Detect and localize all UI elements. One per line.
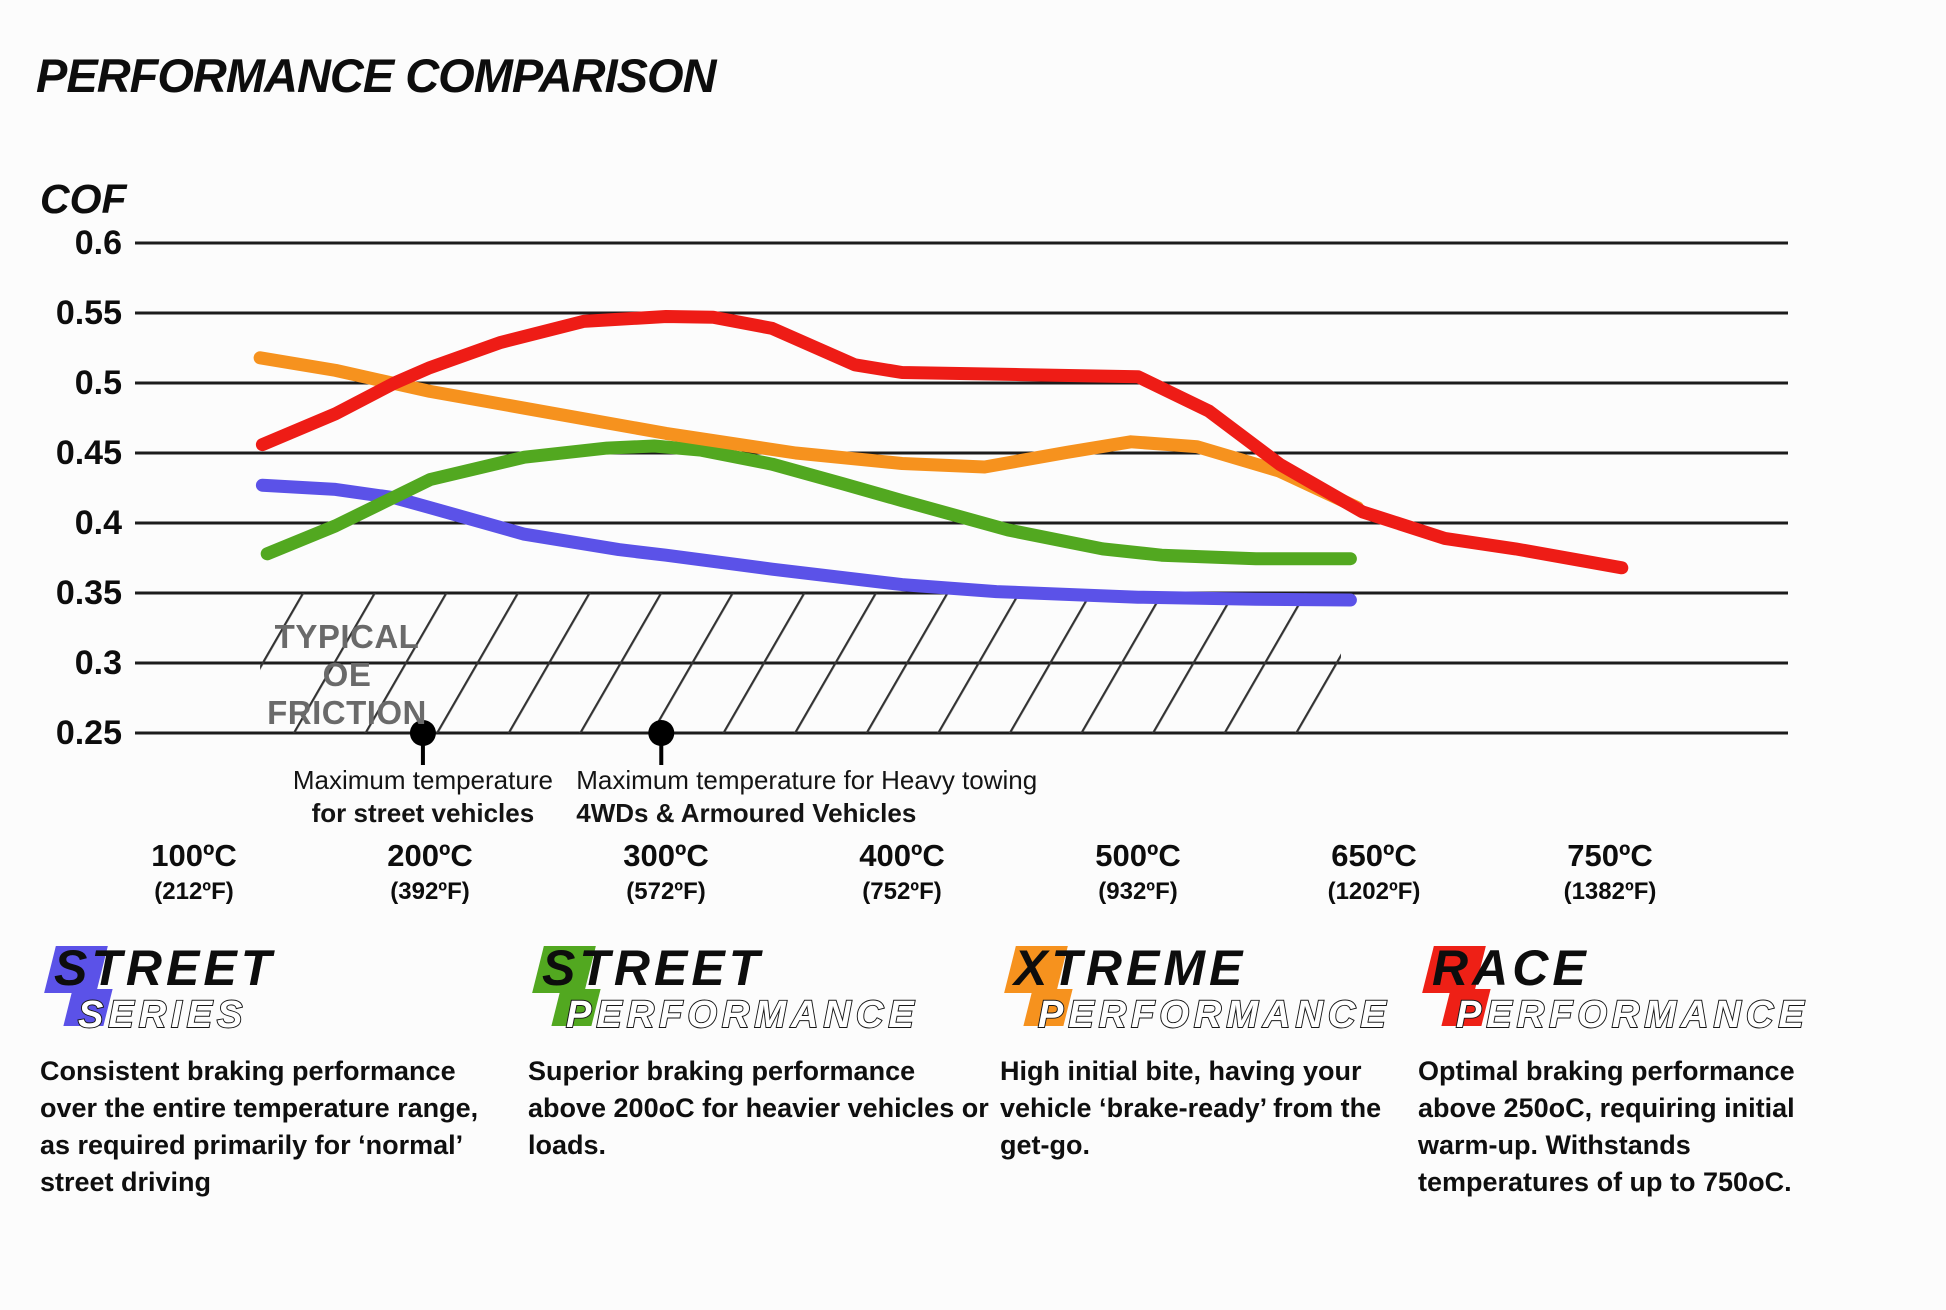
logo-subword-svg: PERFORMANCE — [565, 993, 919, 1037]
series-line-race-performance — [255, 310, 1629, 575]
page-title: PERFORMANCE COMPARISON — [36, 49, 717, 102]
logo-word: STREET — [542, 940, 764, 996]
brand-logo: STREET PERFORMANCE — [528, 940, 990, 1048]
brand-logo: STREET SERIES — [40, 940, 502, 1048]
series-line-xtreme-performance — [253, 351, 1364, 515]
brand-logo: XTREME PERFORMANCE — [1000, 940, 1410, 1048]
legend-description: High initial bite, having your vehicle ‘… — [1000, 1056, 1382, 1160]
logo-subword-svg: PERFORMANCE — [1037, 993, 1391, 1037]
legend-card-xtreme-performance: XTREME PERFORMANCE High initial bite, ha… — [1000, 940, 1410, 1243]
max-temp-dot-stem-2 — [659, 743, 664, 765]
legend-card-race-performance: RACE PERFORMANCE Optimal braking perform… — [1418, 940, 1868, 1243]
legend-description: Optimal braking performance above 250oC,… — [1418, 1056, 1795, 1197]
oe-friction-zone — [260, 593, 1341, 733]
series-line-street-performance — [260, 439, 1357, 566]
logo-word: RACE — [1432, 940, 1590, 996]
brand-logo: RACE PERFORMANCE — [1418, 940, 1868, 1048]
legend-description: Superior braking performance above 200oC… — [528, 1056, 989, 1160]
logo-subword: PERFORMANCE — [566, 994, 919, 1036]
logo-subword-svg: PERFORMANCE — [1455, 993, 1809, 1037]
max-temp-dot-2 — [648, 720, 675, 746]
logo-subword: SERIES — [78, 994, 247, 1036]
series-line-street-series — [255, 478, 1357, 607]
legend-card-street-series: STREET SERIES Consistent braking perform… — [40, 940, 502, 1243]
logo-word: STREET — [54, 940, 276, 996]
y-axis-title: COF — [40, 176, 127, 222]
legend-card-street-performance: STREET PERFORMANCE Superior braking perf… — [528, 940, 990, 1243]
max-temp-dot-stem-1 — [420, 743, 425, 765]
logo-subword: PERFORMANCE — [1456, 994, 1809, 1036]
logo-word: XTREME — [1014, 940, 1247, 996]
logo-subword-svg: SERIES — [77, 993, 247, 1037]
logo-subword: PERFORMANCE — [1038, 994, 1391, 1036]
max-temp-dot-1 — [409, 720, 436, 746]
legend-description: Consistent braking performance over the … — [40, 1056, 479, 1197]
